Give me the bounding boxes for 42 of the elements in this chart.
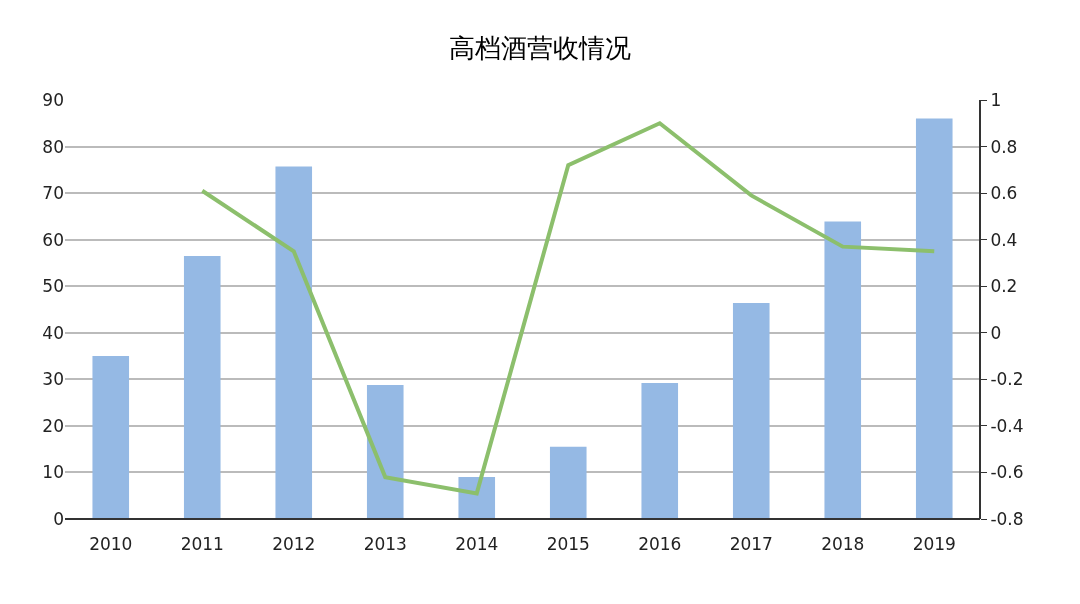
y-tick-label: 70 — [42, 183, 64, 204]
y2-tick-label: 1 — [990, 89, 1002, 110]
y2-tick-label: -0.6 — [990, 462, 1024, 483]
y-tick-label: 0 — [53, 508, 64, 529]
y2-tick-label: 0.8 — [990, 136, 1018, 157]
line-series — [200, 121, 937, 496]
bar — [641, 383, 679, 519]
x-tick-label: 2013 — [363, 534, 407, 555]
bar — [458, 477, 496, 519]
y-tick-label: 60 — [42, 229, 64, 250]
x-tick-label: 2012 — [272, 534, 316, 555]
x-tick-label: 2019 — [912, 534, 956, 555]
bar — [275, 166, 313, 519]
y2-tick-label: -0.8 — [990, 508, 1024, 529]
y-tick-label: 40 — [42, 322, 64, 343]
bar — [915, 118, 953, 519]
y2-tick-label: 0.2 — [990, 276, 1018, 297]
bar — [366, 384, 404, 519]
y2-tick-label: 0 — [990, 322, 1002, 343]
y-tick-label: 90 — [42, 89, 64, 110]
x-tick-label: 2018 — [821, 534, 865, 555]
bar — [92, 356, 130, 519]
chart-title: 高档酒营收情况 — [449, 33, 631, 64]
y2-tick-label: 0.6 — [990, 183, 1018, 204]
bar — [183, 255, 221, 519]
y2-tick-label: -0.2 — [990, 369, 1024, 390]
bar — [824, 221, 862, 519]
bar — [549, 446, 587, 519]
x-tick-label: 2010 — [89, 534, 133, 555]
y-tick-label: 30 — [42, 369, 64, 390]
y2-tick-label: -0.4 — [990, 415, 1024, 436]
y-tick-label: 10 — [42, 462, 64, 483]
x-tick-label: 2015 — [546, 534, 590, 555]
x-tick-label: 2014 — [455, 534, 499, 555]
y-tick-label: 80 — [42, 136, 64, 157]
x-tick-label: 2011 — [180, 534, 224, 555]
y2-tick-label: 0.4 — [990, 229, 1018, 250]
y-tick-label: 50 — [42, 276, 64, 297]
y-tick-label: 20 — [42, 415, 64, 436]
x-tick-label: 2016 — [638, 534, 682, 555]
x-tick-label: 2017 — [729, 534, 773, 555]
bar — [732, 302, 770, 519]
